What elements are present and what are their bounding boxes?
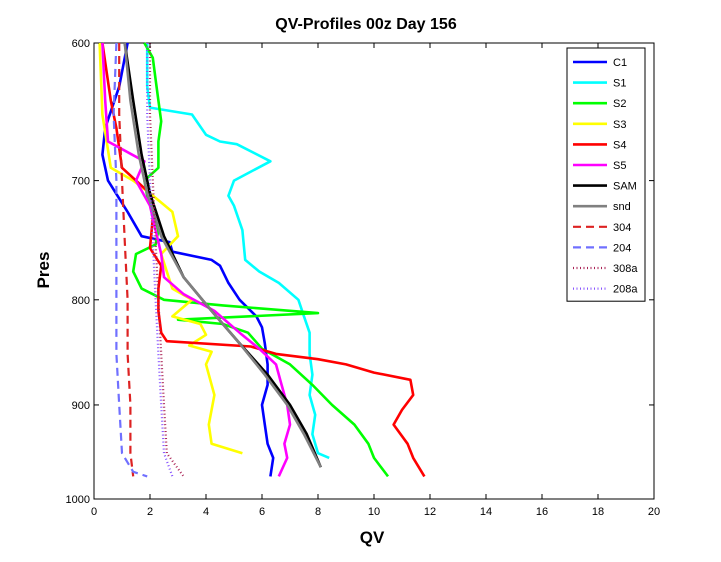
x-tick-label: 2 (147, 506, 153, 518)
legend: C1 S1 S2 S3 S4 S5 SAM snd 304 204 308a 208a (566, 47, 646, 302)
series-line-snd (123, 42, 322, 468)
series-layer (98, 42, 426, 478)
plot-area: 0 2 4 6 8 10 12 14 16 18 20 600 700 800 900 1000 (66, 38, 661, 518)
series-line-304 (118, 43, 135, 477)
legend-label-snd: snd (613, 201, 631, 213)
chart-title: QV-Profiles 00z Day 156 (275, 16, 457, 33)
x-tick-label: 4 (203, 506, 209, 518)
y-tick-label: 1000 (66, 494, 90, 506)
legend-label-s3: S3 (613, 119, 626, 131)
legend-label-s5: S5 (613, 160, 626, 172)
x-tick-label: 16 (536, 506, 548, 518)
legend-label-208a: 208a (613, 284, 638, 296)
series-line-s1 (145, 43, 330, 460)
series-line-c1 (101, 42, 275, 477)
legend-label-304: 304 (613, 222, 631, 234)
legend-label-s4: S4 (613, 139, 626, 151)
legend-label-308a: 308a (613, 263, 638, 275)
x-tick-label: 14 (480, 506, 492, 518)
x-tick-label: 20 (648, 506, 660, 518)
legend-label-c1: C1 (613, 57, 627, 69)
y-tick-label: 900 (72, 400, 90, 412)
legend-label-sam: SAM (613, 181, 637, 193)
series-line-s2 (131, 42, 390, 478)
legend-box (566, 47, 646, 302)
x-tick-label: 8 (315, 506, 321, 518)
y-tick-label: 800 (72, 295, 90, 307)
x-tick-label: 12 (424, 506, 436, 518)
legend-label-s2: S2 (613, 98, 626, 110)
series-line-204 (112, 42, 148, 478)
x-tick-label: 10 (368, 506, 380, 518)
x-tick-label: 0 (91, 506, 97, 518)
x-tick-label: 18 (592, 506, 604, 518)
legend-label-204: 204 (613, 242, 631, 254)
y-tick-label: 600 (72, 38, 90, 50)
legend-label-s1: S1 (613, 78, 626, 90)
y-tick-label: 700 (72, 176, 90, 188)
ticks-layer: 0 2 4 6 8 10 12 14 16 18 20 600 700 800 900 1000 (66, 38, 661, 518)
y-axis-label: Pres (34, 252, 53, 289)
plot-frame (93, 42, 655, 500)
x-tick-label: 6 (259, 506, 265, 518)
x-axis-label: QV (360, 528, 385, 547)
